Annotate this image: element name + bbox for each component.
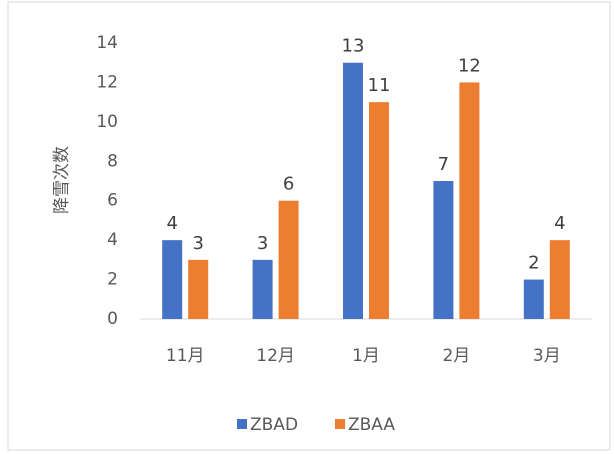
data-label: 11 bbox=[368, 75, 391, 96]
data-label: 13 bbox=[342, 36, 365, 57]
bar bbox=[343, 62, 363, 319]
bar bbox=[433, 181, 454, 319]
data-label: 3 bbox=[257, 233, 268, 254]
y-axis-label: 降雪次数 bbox=[52, 146, 72, 214]
legend-swatch bbox=[237, 419, 247, 429]
data-label: 3 bbox=[192, 233, 203, 254]
y-tick-label: 12 bbox=[96, 72, 118, 92]
x-tick-label: 2月 bbox=[442, 346, 470, 366]
y-tick-label: 0 bbox=[107, 309, 118, 329]
y-tick-label: 8 bbox=[107, 151, 118, 171]
data-label: 4 bbox=[166, 213, 177, 234]
y-tick-label: 4 bbox=[107, 230, 118, 250]
x-tick-label: 11月 bbox=[166, 346, 205, 366]
data-label: 6 bbox=[283, 174, 294, 195]
y-tick-label: 14 bbox=[96, 33, 118, 53]
data-label: 7 bbox=[438, 154, 449, 175]
bar bbox=[549, 240, 570, 319]
bar bbox=[369, 102, 389, 320]
bar bbox=[188, 259, 209, 319]
y-tick-label: 10 bbox=[96, 112, 118, 132]
y-tick-label: 2 bbox=[107, 270, 118, 290]
bar bbox=[459, 82, 480, 319]
x-tick-label: 1月 bbox=[352, 346, 380, 366]
bar bbox=[252, 259, 273, 319]
bar bbox=[523, 279, 544, 319]
data-label: 2 bbox=[528, 253, 539, 274]
legend-label: ZBAD bbox=[250, 415, 298, 435]
data-label: 4 bbox=[554, 213, 565, 234]
data-label: 12 bbox=[458, 55, 481, 76]
x-tick-label: 3月 bbox=[533, 346, 561, 366]
legend-swatch bbox=[335, 419, 345, 429]
legend-label: ZBAA bbox=[348, 415, 395, 435]
chart-frame bbox=[7, 1, 611, 451]
y-tick-label: 6 bbox=[107, 191, 118, 211]
x-tick-label: 12月 bbox=[256, 346, 295, 366]
bar bbox=[278, 200, 299, 319]
bar bbox=[162, 240, 183, 319]
